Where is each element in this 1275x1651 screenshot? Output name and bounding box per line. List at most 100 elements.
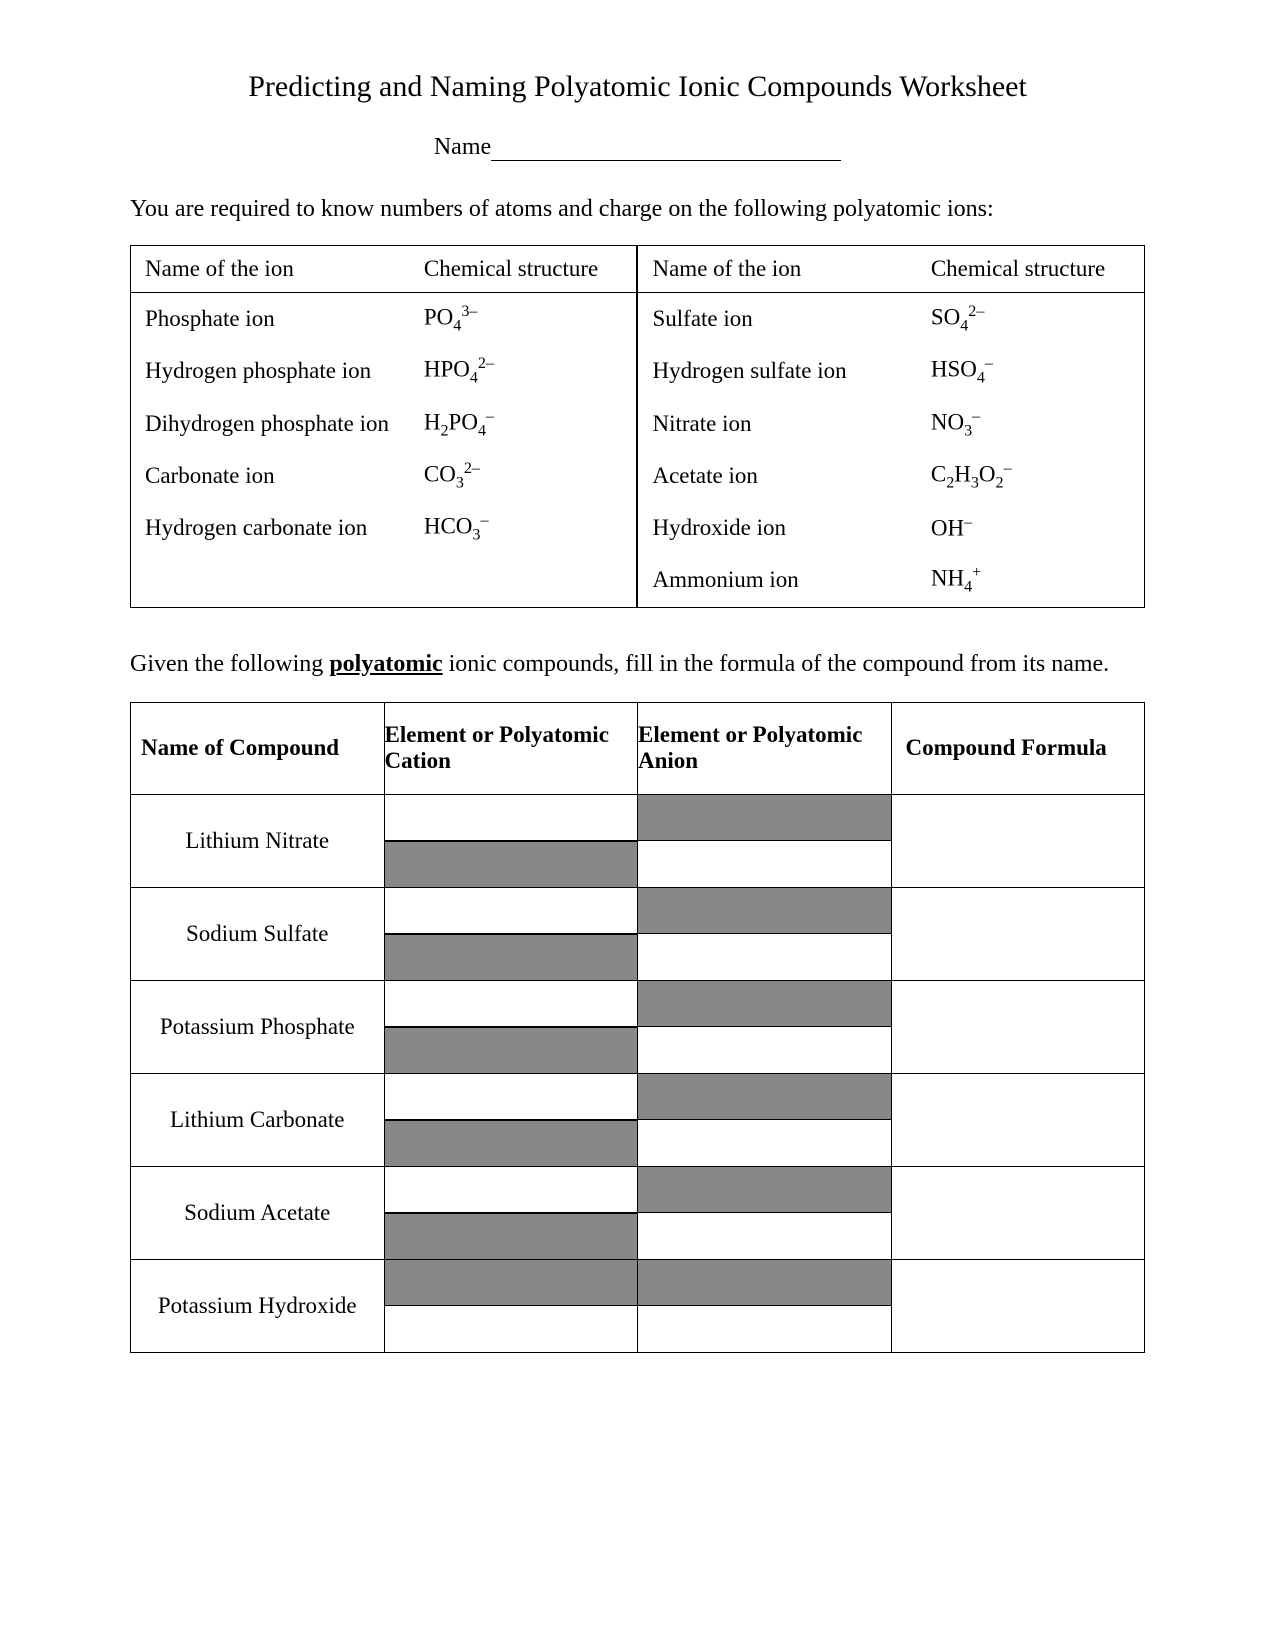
instruction-text: Given the following polyatomic ionic com…	[130, 648, 1145, 680]
cell-bottom-half[interactable]	[385, 1213, 638, 1259]
ion-name-right: Hydrogen sulfate ion	[637, 345, 916, 397]
ion-formula-right: OH–	[917, 502, 1145, 554]
name-input-line[interactable]	[491, 139, 841, 161]
ion-row: Phosphate ionPO43–Sulfate ionSO42–	[131, 293, 1145, 346]
ion-formula-left: H2PO4–	[410, 398, 638, 450]
worksheet-page: Predicting and Naming Polyatomic Ionic C…	[0, 0, 1275, 1651]
compound-fill-table: Name of Compound Element or Polyatomic C…	[130, 702, 1145, 1353]
compound-formula-cell[interactable]	[891, 794, 1145, 887]
compound-formula-cell[interactable]	[891, 1073, 1145, 1166]
ion-name-right: Ammonium ion	[637, 554, 916, 607]
compound-formula-cell[interactable]	[891, 887, 1145, 980]
compound-split-cell[interactable]	[638, 1073, 892, 1166]
ion-table-header-row: Name of the ion Chemical structure Name …	[131, 246, 1145, 293]
compound-row: Sodium Acetate	[131, 1166, 1145, 1259]
ion-row: Dihydrogen phosphate ionH2PO4–Nitrate io…	[131, 398, 1145, 450]
cell-bottom-half[interactable]	[638, 934, 891, 980]
ion-name-right: Acetate ion	[637, 450, 916, 502]
ion-formula-right: NH4+	[917, 554, 1145, 607]
cell-top-half[interactable]	[638, 1260, 891, 1306]
cell-top-half[interactable]	[638, 795, 891, 841]
ion-formula-left: PO43–	[410, 293, 638, 346]
ion-name-left: Dihydrogen phosphate ion	[131, 398, 410, 450]
intro-text: You are required to know numbers of atom…	[130, 196, 1145, 223]
compound-formula-cell[interactable]	[891, 1259, 1145, 1352]
compound-split-cell[interactable]	[384, 887, 638, 980]
cell-bottom-half[interactable]	[638, 841, 891, 887]
compound-split-cell[interactable]	[638, 1166, 892, 1259]
ion-name-right: Sulfate ion	[637, 293, 916, 346]
ion-formula-left: HCO3–	[410, 502, 638, 554]
compound-name-cell: Sodium Sulfate	[131, 887, 385, 980]
ion-formula-left: CO32–	[410, 450, 638, 502]
ion-formula-right: NO3–	[917, 398, 1145, 450]
ion-row: Carbonate ionCO32–Acetate ionC2H3O2–	[131, 450, 1145, 502]
ion-row: Ammonium ionNH4+	[131, 554, 1145, 607]
instruction-post: ionic compounds, fill in the formula of …	[443, 651, 1110, 677]
compound-name-cell: Potassium Hydroxide	[131, 1259, 385, 1352]
ion-name-right: Hydroxide ion	[637, 502, 916, 554]
cell-top-half[interactable]	[385, 1167, 638, 1213]
cell-top-half[interactable]	[638, 981, 891, 1027]
compound-split-cell[interactable]	[384, 1073, 638, 1166]
cell-bottom-half[interactable]	[638, 1306, 891, 1352]
compound-split-cell[interactable]	[384, 1166, 638, 1259]
ion-header-name-left: Name of the ion	[131, 246, 410, 293]
cell-top-half[interactable]	[385, 1260, 638, 1306]
ion-name-left: Carbonate ion	[131, 450, 410, 502]
compound-name-cell: Lithium Nitrate	[131, 794, 385, 887]
cell-top-half[interactable]	[638, 888, 891, 934]
ion-header-name-right: Name of the ion	[637, 246, 916, 293]
compound-split-cell[interactable]	[384, 794, 638, 887]
compound-header-name: Name of Compound	[131, 702, 385, 794]
ion-name-left	[131, 554, 410, 607]
name-label: Name	[434, 134, 491, 161]
ion-name-left: Hydrogen carbonate ion	[131, 502, 410, 554]
cell-top-half[interactable]	[385, 1074, 638, 1120]
ion-name-right: Nitrate ion	[637, 398, 916, 450]
compound-split-cell[interactable]	[384, 980, 638, 1073]
cell-bottom-half[interactable]	[385, 841, 638, 887]
compound-row: Potassium Phosphate	[131, 980, 1145, 1073]
cell-top-half[interactable]	[638, 1074, 891, 1120]
page-title: Predicting and Naming Polyatomic Ionic C…	[130, 70, 1145, 104]
name-field-row: Name	[130, 134, 1145, 161]
compound-split-cell[interactable]	[638, 1259, 892, 1352]
compound-header-row: Name of Compound Element or Polyatomic C…	[131, 702, 1145, 794]
ion-formula-left	[410, 554, 638, 607]
compound-formula-cell[interactable]	[891, 980, 1145, 1073]
compound-header-formula: Compound Formula	[891, 702, 1145, 794]
ion-header-structure-right: Chemical structure	[917, 246, 1145, 293]
ion-formula-left: HPO42–	[410, 345, 638, 397]
cell-bottom-half[interactable]	[385, 934, 638, 980]
cell-bottom-half[interactable]	[638, 1027, 891, 1073]
ion-formula-right: HSO4–	[917, 345, 1145, 397]
ion-header-structure-left: Chemical structure	[410, 246, 638, 293]
cell-top-half[interactable]	[385, 795, 638, 841]
cell-top-half[interactable]	[638, 1167, 891, 1213]
compound-split-cell[interactable]	[638, 794, 892, 887]
compound-row: Potassium Hydroxide	[131, 1259, 1145, 1352]
compound-formula-cell[interactable]	[891, 1166, 1145, 1259]
compound-split-cell[interactable]	[638, 887, 892, 980]
compound-header-anion: Element or Polyatomic Anion	[638, 702, 892, 794]
ion-name-left: Hydrogen phosphate ion	[131, 345, 410, 397]
cell-bottom-half[interactable]	[638, 1213, 891, 1259]
cell-top-half[interactable]	[385, 888, 638, 934]
compound-row: Lithium Carbonate	[131, 1073, 1145, 1166]
cell-bottom-half[interactable]	[385, 1306, 638, 1352]
ion-name-left: Phosphate ion	[131, 293, 410, 346]
compound-split-cell[interactable]	[384, 1259, 638, 1352]
compound-name-cell: Sodium Acetate	[131, 1166, 385, 1259]
compound-row: Lithium Nitrate	[131, 794, 1145, 887]
ion-formula-right: SO42–	[917, 293, 1145, 346]
cell-bottom-half[interactable]	[385, 1120, 638, 1166]
cell-bottom-half[interactable]	[385, 1027, 638, 1073]
ion-row: Hydrogen phosphate ionHPO42–Hydrogen sul…	[131, 345, 1145, 397]
cell-top-half[interactable]	[385, 981, 638, 1027]
compound-name-cell: Lithium Carbonate	[131, 1073, 385, 1166]
cell-bottom-half[interactable]	[638, 1120, 891, 1166]
compound-split-cell[interactable]	[638, 980, 892, 1073]
compound-header-cation: Element or Polyatomic Cation	[384, 702, 638, 794]
ion-formula-right: C2H3O2–	[917, 450, 1145, 502]
